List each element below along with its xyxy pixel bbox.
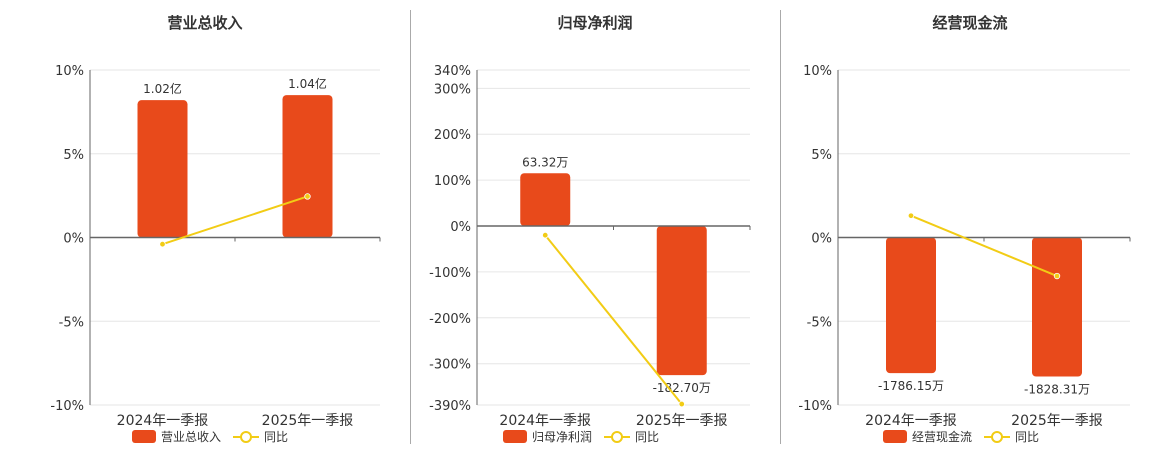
y-tick-label: -5% (59, 315, 84, 330)
y-tick-label: 5% (63, 148, 84, 163)
legend-line-swatch (604, 430, 631, 443)
y-tick-label: 0% (450, 220, 471, 235)
x-tick-label: 2024年一季报 (865, 413, 957, 429)
x-tick-label: 2025年一季报 (1011, 413, 1103, 429)
bar (1032, 237, 1082, 377)
bar-data-label: 1.04亿 (288, 76, 327, 91)
panel-divider (410, 10, 411, 444)
legend-line-swatch (233, 430, 260, 443)
line-point (907, 212, 915, 219)
legend-bar-swatch (503, 430, 527, 443)
legend: 营业总收入 同比 (132, 428, 288, 445)
line-point (678, 400, 685, 408)
bar-data-label: -1828.31万 (1024, 383, 1090, 397)
y-tick-label: 200% (434, 128, 471, 143)
bar (886, 237, 936, 374)
line-series-yoy (910, 214, 1058, 277)
x-tick-label: 2025年一季报 (636, 413, 728, 429)
y-tick-label: 0% (63, 232, 84, 247)
y-tick-label: 300% (434, 82, 471, 97)
line-series-yoy (162, 195, 308, 246)
legend-line-label: 同比 (1015, 430, 1040, 444)
chart-panel-net-profit: 归母净利润 340% 300% 200% 100% 0% -100% -200% -300% -… (429, 14, 751, 445)
bar (282, 95, 333, 238)
y-tick-label: -100% (429, 266, 471, 281)
y-tick-label: -200% (429, 312, 471, 327)
line-point (1053, 272, 1061, 280)
x-tick-label: 2025年一季报 (262, 413, 354, 429)
y-tick-label: -10% (50, 399, 84, 414)
y-tick-label: 10% (803, 64, 832, 79)
line-point (159, 240, 166, 248)
x-tick-label: 2024年一季报 (117, 413, 209, 429)
y-tick-label: -5% (807, 315, 832, 330)
legend-bar-label: 营业总收入 (161, 430, 222, 444)
bar (656, 226, 707, 376)
chart-title: 经营现金流 (932, 14, 1008, 32)
line-point (542, 232, 549, 239)
panel-divider (780, 10, 781, 444)
y-tick-label: 100% (434, 174, 471, 189)
bar (137, 100, 188, 238)
y-tick-label: -300% (429, 358, 471, 373)
x-tick-label: 2024年一季报 (499, 413, 591, 429)
chart-svg-net-profit: 340% 300% 200% 100% 0% -100% -200% -300% -390% 63… (429, 64, 751, 429)
chart-svg-revenue: 10% 5% 0% -5% -10% 1.02亿 1.04亿 2024年一季报 2025年一季报 (50, 64, 381, 429)
line-point (304, 193, 311, 200)
legend: 归母净利润 同比 (503, 428, 659, 445)
legend-line-label: 同比 (264, 430, 289, 444)
legend-bar-label: 经营现金流 (912, 430, 973, 444)
bar (520, 173, 571, 227)
y-tick-label: 10% (55, 64, 84, 79)
y-tick-label: -10% (798, 399, 832, 414)
y-tick-label: 340% (434, 64, 471, 79)
y-tick-label: 0% (811, 232, 832, 247)
legend-bar-swatch (883, 430, 907, 443)
legend-bar-swatch (132, 430, 156, 443)
legend-line-label: 同比 (635, 430, 660, 444)
bar-data-label: -1786.15万 (878, 379, 944, 393)
chart-title: 归母净利润 (557, 14, 633, 32)
line-series-yoy (544, 234, 683, 405)
legend-bar-label: 归母净利润 (532, 430, 593, 444)
bar-data-label: 63.32万 (522, 155, 568, 169)
legend: 经营现金流 同比 (883, 428, 1039, 445)
chart-title: 营业总收入 (167, 14, 243, 32)
legend-line-swatch (984, 430, 1011, 443)
y-tick-label: 5% (811, 148, 832, 163)
chart-panel-revenue: 营业总收入 10% 5% 0% -5% -10% 1.02亿 1.04亿 2024年一季报 20… (0, 0, 410, 450)
bar-data-label: 1.02亿 (143, 81, 182, 96)
y-tick-label: -390% (429, 399, 471, 414)
